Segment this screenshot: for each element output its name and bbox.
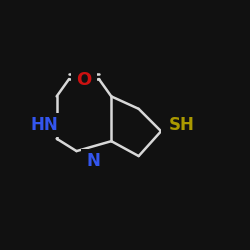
FancyBboxPatch shape	[71, 68, 97, 92]
Text: HN: HN	[30, 116, 58, 134]
Text: O: O	[76, 71, 92, 89]
Text: N: N	[87, 152, 101, 170]
Text: SH: SH	[169, 116, 195, 134]
FancyBboxPatch shape	[23, 113, 65, 137]
FancyBboxPatch shape	[161, 113, 203, 137]
FancyBboxPatch shape	[81, 149, 107, 173]
